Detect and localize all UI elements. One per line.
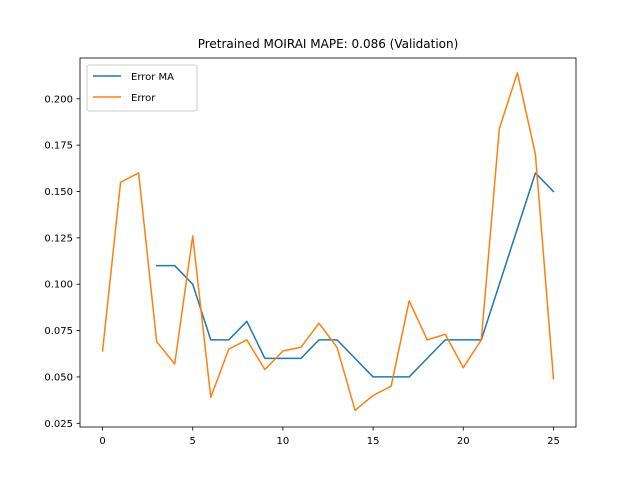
y-tick-label: 0.175 [44,141,73,152]
x-tick-label: 0 [99,436,105,447]
y-tick-label: 0.025 [44,419,73,430]
x-tick-label: 10 [277,436,290,447]
y-tick-label: 0.125 [44,233,73,244]
y-tick-label: 0.150 [44,187,73,198]
y-tick-label: 0.100 [44,280,73,291]
legend-label: Error MA [131,72,174,83]
x-tick-label: 25 [547,436,560,447]
x-axis: 0 5 10 15 20 25 [99,427,560,447]
legend-label: Error [131,93,156,104]
y-tick-label: 0.075 [44,326,73,337]
series-line-error [101,72,555,412]
legend: Error MA Error [86,64,198,112]
series-layer [101,72,555,412]
plot-frame [79,57,577,428]
x-tick-label: 20 [457,436,470,447]
chart-title: Pretrained MOIRAI MAPE: 0.086 (Validatio… [198,37,459,51]
y-tick-label: 0.050 [44,372,73,383]
x-tick-label: 5 [190,436,196,447]
x-tick-label: 15 [367,436,380,447]
series-line-error-ma [155,172,555,378]
y-axis: 0.025 0.050 0.075 0.100 0.125 0.150 0.175 0.200 [44,94,80,430]
y-tick-label: 0.200 [44,94,73,105]
